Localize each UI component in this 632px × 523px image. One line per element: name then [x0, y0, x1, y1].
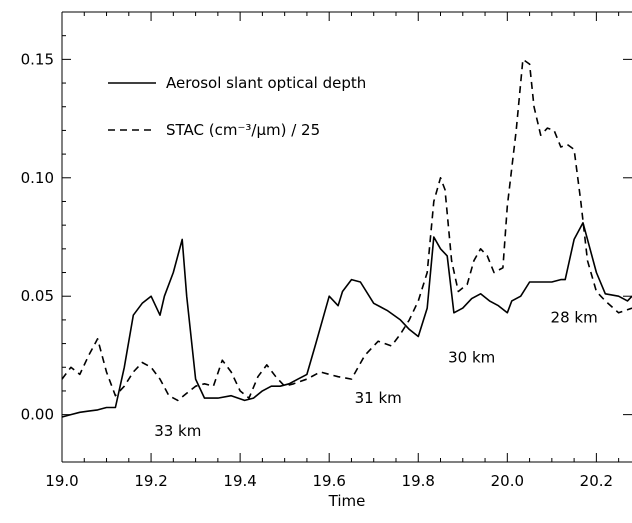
altitude-annotation: 28 km: [551, 308, 598, 326]
series-line-stac: [61, 58, 632, 402]
y-tick-label: 0.15: [21, 50, 54, 68]
series-line-aerosol-optical-depth: [61, 222, 632, 418]
plot-frame: [61, 11, 632, 463]
x-tick-label: 19.2: [134, 472, 167, 490]
legend: Aerosol slant optical depth STAC (cm⁻³/μm…: [108, 74, 366, 139]
x-tick-label: 19.6: [312, 472, 345, 490]
x-tick-label: 20.0: [491, 472, 524, 490]
altitude-annotation: 31 km: [355, 389, 402, 407]
x-tick-label: 19.8: [402, 472, 435, 490]
x-axis: 19.0 19.2 19.4 19.6 19.8 20.0 20.2: [45, 12, 620, 490]
legend-label: STAC (cm⁻³/μm) / 25: [166, 121, 320, 139]
series-layer: [61, 58, 632, 418]
altitude-annotation: 30 km: [448, 349, 495, 367]
annotation-layer: 33 km 31 km 30 km 28 km: [154, 308, 597, 440]
x-axis-title: Time: [328, 492, 366, 510]
altitude-annotation: 33 km: [154, 422, 201, 440]
x-tick-label: 19.4: [223, 472, 256, 490]
legend-label: Aerosol slant optical depth: [166, 74, 366, 92]
y-tick-label: 0.00: [21, 406, 54, 424]
y-tick-label: 0.10: [21, 169, 54, 187]
x-tick-label: 19.0: [45, 472, 78, 490]
y-tick-label: 0.05: [21, 287, 54, 305]
x-tick-label: 20.2: [580, 472, 613, 490]
y-axis: 0.00 0.05 0.10 0.15: [21, 35, 632, 424]
